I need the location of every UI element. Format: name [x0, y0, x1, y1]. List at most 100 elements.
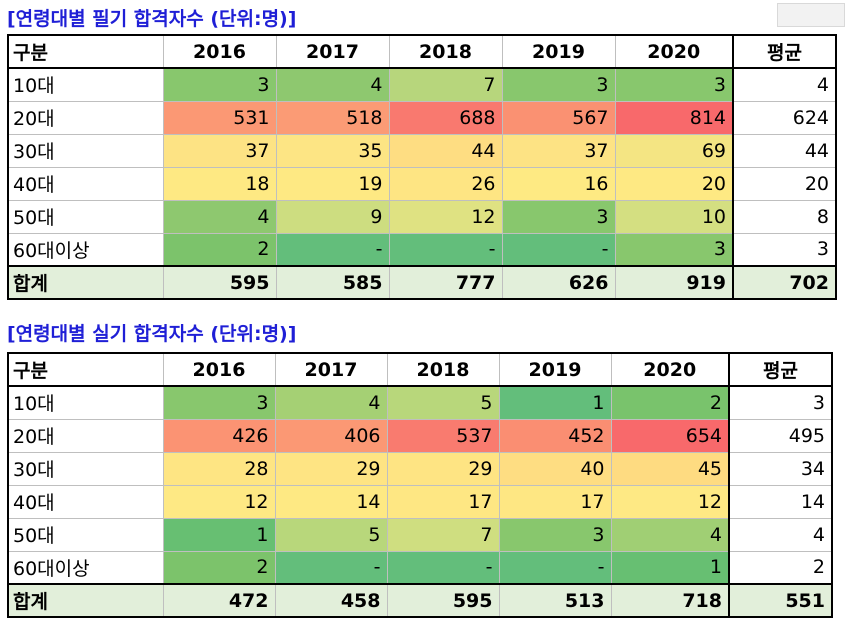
value-cell[interactable]: 2 [162, 550, 276, 585]
total-value-cell[interactable]: 777 [388, 265, 503, 300]
value-cell[interactable]: 37 [162, 133, 277, 168]
value-cell[interactable]: 654 [610, 418, 730, 453]
header-year-cell[interactable]: 2020 [614, 34, 734, 69]
average-cell[interactable]: 495 [728, 418, 833, 453]
row-label-cell[interactable]: 30대 [7, 133, 164, 168]
value-cell[interactable]: 69 [614, 133, 734, 168]
value-cell[interactable]: 3 [614, 232, 734, 267]
total-value-cell[interactable]: 595 [162, 265, 277, 300]
value-cell[interactable]: 17 [386, 484, 500, 519]
value-cell[interactable]: - [275, 232, 390, 267]
total-average-cell[interactable]: 702 [732, 265, 837, 300]
average-cell[interactable]: 4 [728, 517, 833, 552]
average-cell[interactable]: 20 [732, 166, 837, 201]
total-value-cell[interactable]: 718 [610, 583, 730, 618]
header-average-cell[interactable]: 평균 [728, 352, 833, 387]
value-cell[interactable]: - [501, 232, 616, 267]
row-label-cell[interactable]: 60대이상 [7, 550, 164, 585]
filter-placeholder-box[interactable] [777, 3, 845, 27]
value-cell[interactable]: 2 [610, 385, 730, 420]
value-cell[interactable]: 12 [388, 199, 503, 234]
row-label-cell[interactable]: 40대 [7, 484, 164, 519]
value-cell[interactable]: 814 [614, 100, 734, 135]
total-label-cell[interactable]: 합계 [7, 265, 164, 300]
value-cell[interactable]: 5 [386, 385, 500, 420]
header-year-cell[interactable]: 2020 [610, 352, 730, 387]
header-year-cell[interactable]: 2016 [162, 34, 277, 69]
value-cell[interactable]: 28 [162, 451, 276, 486]
value-cell[interactable]: 10 [614, 199, 734, 234]
value-cell[interactable]: - [274, 550, 388, 585]
value-cell[interactable]: 4 [274, 385, 388, 420]
value-cell[interactable]: 35 [275, 133, 390, 168]
header-year-cell[interactable]: 2017 [274, 352, 388, 387]
value-cell[interactable]: - [386, 550, 500, 585]
value-cell[interactable]: 426 [162, 418, 276, 453]
value-cell[interactable]: 44 [388, 133, 503, 168]
value-cell[interactable]: 3 [501, 67, 616, 102]
total-average-cell[interactable]: 551 [728, 583, 833, 618]
average-cell[interactable]: 34 [728, 451, 833, 486]
total-label-cell[interactable]: 합계 [7, 583, 164, 618]
total-value-cell[interactable]: 585 [275, 265, 390, 300]
average-cell[interactable]: 44 [732, 133, 837, 168]
average-cell[interactable]: 2 [728, 550, 833, 585]
value-cell[interactable]: 1 [498, 385, 612, 420]
total-value-cell[interactable]: 626 [501, 265, 616, 300]
row-label-cell[interactable]: 50대 [7, 199, 164, 234]
value-cell[interactable]: 29 [386, 451, 500, 486]
header-year-cell[interactable]: 2017 [275, 34, 390, 69]
average-cell[interactable]: 3 [728, 385, 833, 420]
total-value-cell[interactable]: 513 [498, 583, 612, 618]
value-cell[interactable]: 18 [162, 166, 277, 201]
row-label-cell[interactable]: 50대 [7, 517, 164, 552]
value-cell[interactable]: 2 [162, 232, 277, 267]
header-year-cell[interactable]: 2018 [386, 352, 500, 387]
value-cell[interactable]: 19 [275, 166, 390, 201]
header-average-cell[interactable]: 평균 [732, 34, 837, 69]
value-cell[interactable]: 9 [275, 199, 390, 234]
average-cell[interactable]: 8 [732, 199, 837, 234]
row-label-cell[interactable]: 10대 [7, 385, 164, 420]
value-cell[interactable]: - [388, 232, 503, 267]
header-year-cell[interactable]: 2016 [162, 352, 276, 387]
value-cell[interactable]: 7 [386, 517, 500, 552]
total-value-cell[interactable]: 472 [162, 583, 276, 618]
header-year-cell[interactable]: 2019 [501, 34, 616, 69]
value-cell[interactable]: 7 [388, 67, 503, 102]
value-cell[interactable]: - [498, 550, 612, 585]
value-cell[interactable]: 3 [614, 67, 734, 102]
row-label-cell[interactable]: 20대 [7, 418, 164, 453]
value-cell[interactable]: 537 [386, 418, 500, 453]
row-label-cell[interactable]: 20대 [7, 100, 164, 135]
value-cell[interactable]: 29 [274, 451, 388, 486]
value-cell[interactable]: 40 [498, 451, 612, 486]
value-cell[interactable]: 4 [610, 517, 730, 552]
average-cell[interactable]: 14 [728, 484, 833, 519]
total-value-cell[interactable]: 595 [386, 583, 500, 618]
average-cell[interactable]: 4 [732, 67, 837, 102]
row-label-cell[interactable]: 10대 [7, 67, 164, 102]
total-value-cell[interactable]: 919 [614, 265, 734, 300]
value-cell[interactable]: 688 [388, 100, 503, 135]
value-cell[interactable]: 1 [162, 517, 276, 552]
value-cell[interactable]: 14 [274, 484, 388, 519]
value-cell[interactable]: 12 [162, 484, 276, 519]
value-cell[interactable]: 45 [610, 451, 730, 486]
value-cell[interactable]: 531 [162, 100, 277, 135]
row-label-cell[interactable]: 40대 [7, 166, 164, 201]
value-cell[interactable]: 567 [501, 100, 616, 135]
value-cell[interactable]: 3 [498, 517, 612, 552]
row-label-cell[interactable]: 30대 [7, 451, 164, 486]
average-cell[interactable]: 3 [732, 232, 837, 267]
average-cell[interactable]: 624 [732, 100, 837, 135]
header-year-cell[interactable]: 2018 [388, 34, 503, 69]
total-value-cell[interactable]: 458 [274, 583, 388, 618]
value-cell[interactable]: 1 [610, 550, 730, 585]
value-cell[interactable]: 20 [614, 166, 734, 201]
header-category-cell[interactable]: 구분 [7, 352, 164, 387]
value-cell[interactable]: 4 [162, 199, 277, 234]
value-cell[interactable]: 3 [162, 67, 277, 102]
header-year-cell[interactable]: 2019 [498, 352, 612, 387]
value-cell[interactable]: 5 [274, 517, 388, 552]
